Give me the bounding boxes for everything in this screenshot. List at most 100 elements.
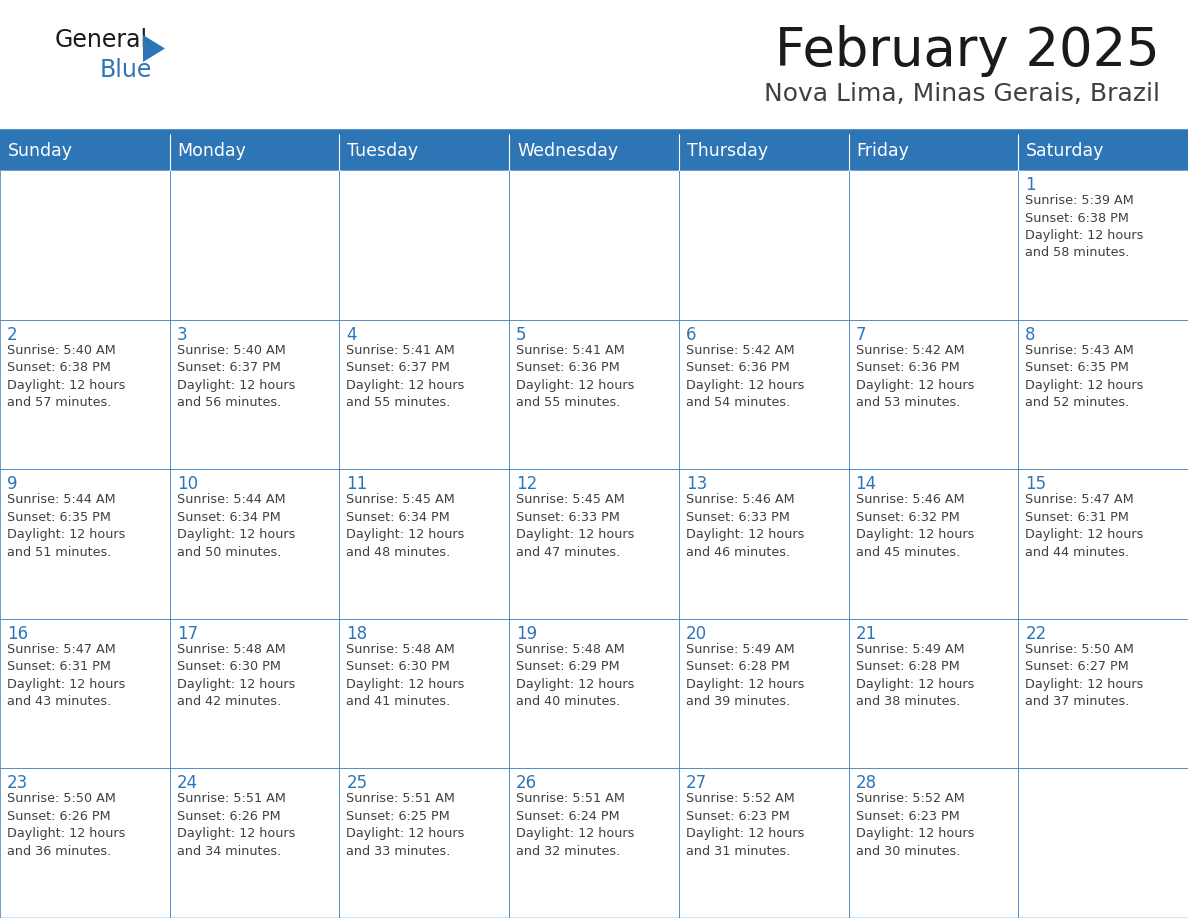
Text: 5: 5 [516, 326, 526, 343]
Text: Sunrise: 5:48 AM
Sunset: 6:30 PM
Daylight: 12 hours
and 41 minutes.: Sunrise: 5:48 AM Sunset: 6:30 PM Dayligh… [347, 643, 465, 709]
Bar [340, 132, 510, 170]
Text: Sunrise: 5:50 AM
Sunset: 6:27 PM
Daylight: 12 hours
and 37 minutes.: Sunrise: 5:50 AM Sunset: 6:27 PM Dayligh… [1025, 643, 1144, 709]
Text: Sunrise: 5:47 AM
Sunset: 6:31 PM
Daylight: 12 hours
and 43 minutes.: Sunrise: 5:47 AM Sunset: 6:31 PM Dayligh… [7, 643, 126, 709]
Bar [510, 132, 678, 170]
Bar [170, 170, 340, 319]
Bar [1018, 170, 1188, 319]
Text: Sunrise: 5:46 AM
Sunset: 6:32 PM
Daylight: 12 hours
and 45 minutes.: Sunrise: 5:46 AM Sunset: 6:32 PM Dayligh… [855, 493, 974, 559]
Text: Blue: Blue [100, 58, 152, 82]
Polygon shape [143, 35, 165, 62]
Text: 10: 10 [177, 476, 198, 493]
Bar [340, 619, 510, 768]
Text: 8: 8 [1025, 326, 1036, 343]
Bar [510, 768, 678, 918]
Text: Sunrise: 5:51 AM
Sunset: 6:25 PM
Daylight: 12 hours
and 33 minutes.: Sunrise: 5:51 AM Sunset: 6:25 PM Dayligh… [347, 792, 465, 858]
Bar [170, 319, 340, 469]
Text: Thursday: Thursday [687, 142, 767, 160]
Text: Sunrise: 5:44 AM
Sunset: 6:35 PM
Daylight: 12 hours
and 51 minutes.: Sunrise: 5:44 AM Sunset: 6:35 PM Dayligh… [7, 493, 126, 559]
Text: Friday: Friday [857, 142, 910, 160]
Text: 25: 25 [347, 775, 367, 792]
Text: 18: 18 [347, 625, 367, 643]
Bar [848, 319, 1018, 469]
Text: 19: 19 [516, 625, 537, 643]
Text: Sunrise: 5:40 AM
Sunset: 6:38 PM
Daylight: 12 hours
and 57 minutes.: Sunrise: 5:40 AM Sunset: 6:38 PM Dayligh… [7, 343, 126, 409]
Bar [340, 469, 510, 619]
Bar [170, 619, 340, 768]
Bar [848, 768, 1018, 918]
Text: 3: 3 [177, 326, 188, 343]
Text: 13: 13 [685, 476, 707, 493]
Text: Sunrise: 5:41 AM
Sunset: 6:37 PM
Daylight: 12 hours
and 55 minutes.: Sunrise: 5:41 AM Sunset: 6:37 PM Dayligh… [347, 343, 465, 409]
Bar [510, 469, 678, 619]
Text: Sunrise: 5:43 AM
Sunset: 6:35 PM
Daylight: 12 hours
and 52 minutes.: Sunrise: 5:43 AM Sunset: 6:35 PM Dayligh… [1025, 343, 1144, 409]
Bar [848, 619, 1018, 768]
Text: 7: 7 [855, 326, 866, 343]
Text: 17: 17 [177, 625, 198, 643]
Text: Sunrise: 5:51 AM
Sunset: 6:24 PM
Daylight: 12 hours
and 32 minutes.: Sunrise: 5:51 AM Sunset: 6:24 PM Dayligh… [516, 792, 634, 858]
Bar [848, 170, 1018, 319]
Bar [510, 170, 678, 319]
Text: Sunrise: 5:51 AM
Sunset: 6:26 PM
Daylight: 12 hours
and 34 minutes.: Sunrise: 5:51 AM Sunset: 6:26 PM Dayligh… [177, 792, 295, 858]
Bar [340, 319, 510, 469]
Text: Sunrise: 5:41 AM
Sunset: 6:36 PM
Daylight: 12 hours
and 55 minutes.: Sunrise: 5:41 AM Sunset: 6:36 PM Dayligh… [516, 343, 634, 409]
Text: Sunrise: 5:48 AM
Sunset: 6:29 PM
Daylight: 12 hours
and 40 minutes.: Sunrise: 5:48 AM Sunset: 6:29 PM Dayligh… [516, 643, 634, 709]
Text: 11: 11 [347, 476, 367, 493]
Text: 12: 12 [516, 476, 537, 493]
Text: Sunrise: 5:52 AM
Sunset: 6:23 PM
Daylight: 12 hours
and 30 minutes.: Sunrise: 5:52 AM Sunset: 6:23 PM Dayligh… [855, 792, 974, 858]
Text: 1: 1 [1025, 176, 1036, 194]
Text: Sunrise: 5:47 AM
Sunset: 6:31 PM
Daylight: 12 hours
and 44 minutes.: Sunrise: 5:47 AM Sunset: 6:31 PM Dayligh… [1025, 493, 1144, 559]
Text: Sunrise: 5:52 AM
Sunset: 6:23 PM
Daylight: 12 hours
and 31 minutes.: Sunrise: 5:52 AM Sunset: 6:23 PM Dayligh… [685, 792, 804, 858]
Text: Sunrise: 5:49 AM
Sunset: 6:28 PM
Daylight: 12 hours
and 39 minutes.: Sunrise: 5:49 AM Sunset: 6:28 PM Dayligh… [685, 643, 804, 709]
Text: 24: 24 [177, 775, 198, 792]
Bar [1018, 619, 1188, 768]
Text: Tuesday: Tuesday [347, 142, 418, 160]
Bar [848, 469, 1018, 619]
Text: Wednesday: Wednesday [517, 142, 618, 160]
Text: 27: 27 [685, 775, 707, 792]
Text: Sunrise: 5:45 AM
Sunset: 6:33 PM
Daylight: 12 hours
and 47 minutes.: Sunrise: 5:45 AM Sunset: 6:33 PM Dayligh… [516, 493, 634, 559]
Text: 14: 14 [855, 476, 877, 493]
Bar [0, 768, 170, 918]
Bar [678, 619, 848, 768]
Text: Sunrise: 5:50 AM
Sunset: 6:26 PM
Daylight: 12 hours
and 36 minutes.: Sunrise: 5:50 AM Sunset: 6:26 PM Dayligh… [7, 792, 126, 858]
Bar [0, 619, 170, 768]
Bar [1018, 132, 1188, 170]
Text: 20: 20 [685, 625, 707, 643]
Text: Sunrise: 5:42 AM
Sunset: 6:36 PM
Daylight: 12 hours
and 53 minutes.: Sunrise: 5:42 AM Sunset: 6:36 PM Dayligh… [855, 343, 974, 409]
Text: February 2025: February 2025 [776, 25, 1159, 77]
Text: Sunrise: 5:39 AM
Sunset: 6:38 PM
Daylight: 12 hours
and 58 minutes.: Sunrise: 5:39 AM Sunset: 6:38 PM Dayligh… [1025, 194, 1144, 260]
Bar [1018, 319, 1188, 469]
Bar [678, 170, 848, 319]
Bar [340, 768, 510, 918]
Text: General: General [55, 28, 148, 52]
Text: Sunrise: 5:40 AM
Sunset: 6:37 PM
Daylight: 12 hours
and 56 minutes.: Sunrise: 5:40 AM Sunset: 6:37 PM Dayligh… [177, 343, 295, 409]
Text: Sunday: Sunday [8, 142, 72, 160]
Bar [1018, 768, 1188, 918]
Text: 16: 16 [7, 625, 29, 643]
Text: Sunrise: 5:48 AM
Sunset: 6:30 PM
Daylight: 12 hours
and 42 minutes.: Sunrise: 5:48 AM Sunset: 6:30 PM Dayligh… [177, 643, 295, 709]
Text: 21: 21 [855, 625, 877, 643]
Text: 4: 4 [347, 326, 356, 343]
Text: 26: 26 [516, 775, 537, 792]
Bar [1018, 469, 1188, 619]
Text: Saturday: Saturday [1026, 142, 1105, 160]
Bar [678, 132, 848, 170]
Text: Sunrise: 5:45 AM
Sunset: 6:34 PM
Daylight: 12 hours
and 48 minutes.: Sunrise: 5:45 AM Sunset: 6:34 PM Dayligh… [347, 493, 465, 559]
Bar [678, 768, 848, 918]
Text: Sunrise: 5:46 AM
Sunset: 6:33 PM
Daylight: 12 hours
and 46 minutes.: Sunrise: 5:46 AM Sunset: 6:33 PM Dayligh… [685, 493, 804, 559]
Text: 15: 15 [1025, 476, 1047, 493]
Bar [678, 469, 848, 619]
Bar [170, 132, 340, 170]
Bar [848, 132, 1018, 170]
Text: Sunrise: 5:49 AM
Sunset: 6:28 PM
Daylight: 12 hours
and 38 minutes.: Sunrise: 5:49 AM Sunset: 6:28 PM Dayligh… [855, 643, 974, 709]
Bar [340, 170, 510, 319]
Text: 28: 28 [855, 775, 877, 792]
Text: Nova Lima, Minas Gerais, Brazil: Nova Lima, Minas Gerais, Brazil [764, 82, 1159, 106]
Text: 6: 6 [685, 326, 696, 343]
Bar [0, 319, 170, 469]
Bar [170, 768, 340, 918]
Bar [510, 319, 678, 469]
Text: Monday: Monday [178, 142, 247, 160]
Bar [0, 170, 170, 319]
Text: Sunrise: 5:42 AM
Sunset: 6:36 PM
Daylight: 12 hours
and 54 minutes.: Sunrise: 5:42 AM Sunset: 6:36 PM Dayligh… [685, 343, 804, 409]
